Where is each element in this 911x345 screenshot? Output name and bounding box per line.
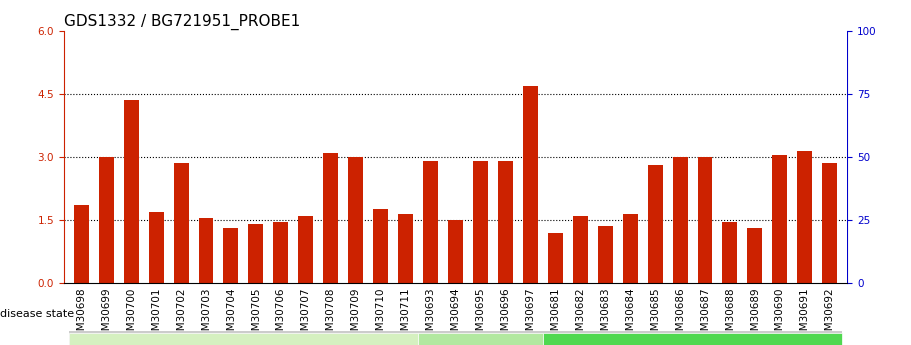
Bar xyxy=(199,218,213,283)
Text: GDS1332 / BG721951_PROBE1: GDS1332 / BG721951_PROBE1 xyxy=(64,13,300,30)
Bar xyxy=(797,151,813,283)
Point xyxy=(722,149,737,155)
Bar xyxy=(223,228,239,283)
Point xyxy=(523,73,537,79)
Point xyxy=(648,124,662,129)
Bar xyxy=(823,163,837,283)
Point xyxy=(273,149,288,155)
Point xyxy=(249,149,263,155)
Bar xyxy=(747,228,763,283)
Point xyxy=(548,154,563,160)
Text: disease state: disease state xyxy=(0,309,74,319)
Point xyxy=(698,99,712,104)
Bar xyxy=(543,333,843,345)
Point xyxy=(424,117,438,122)
Point xyxy=(823,104,837,109)
Point xyxy=(148,137,163,142)
Bar xyxy=(448,220,463,283)
Bar xyxy=(249,224,263,283)
Point xyxy=(448,154,463,160)
Point xyxy=(797,99,812,104)
Bar xyxy=(374,209,388,283)
Point xyxy=(598,167,612,172)
Bar xyxy=(298,216,313,283)
Point xyxy=(498,109,513,115)
Point xyxy=(773,96,787,102)
Point xyxy=(224,99,239,104)
Bar xyxy=(773,155,787,283)
Bar xyxy=(598,226,613,283)
Point xyxy=(323,91,338,97)
Bar xyxy=(573,216,588,283)
Bar xyxy=(323,153,338,283)
Point xyxy=(348,109,363,115)
Bar xyxy=(423,161,438,283)
Bar xyxy=(398,214,413,283)
Bar xyxy=(623,214,638,283)
Bar xyxy=(68,333,418,345)
Bar xyxy=(498,161,513,283)
Point xyxy=(398,141,413,147)
Bar xyxy=(148,211,164,283)
Point xyxy=(573,134,588,140)
Point xyxy=(99,91,114,97)
Bar xyxy=(672,157,688,283)
Point xyxy=(199,86,213,92)
Bar xyxy=(648,165,662,283)
Bar xyxy=(548,233,563,283)
Bar xyxy=(174,163,189,283)
Point xyxy=(174,139,189,145)
Bar xyxy=(523,86,537,283)
Point xyxy=(374,129,388,135)
Bar xyxy=(98,157,114,283)
Point xyxy=(623,129,638,135)
Bar xyxy=(68,331,843,345)
Bar xyxy=(473,161,488,283)
Bar xyxy=(722,222,737,283)
Bar xyxy=(74,205,88,283)
Point xyxy=(473,129,487,135)
Bar xyxy=(273,222,288,283)
Bar xyxy=(348,157,363,283)
Point xyxy=(74,109,88,115)
Point xyxy=(124,99,138,104)
Bar xyxy=(698,157,712,283)
Bar xyxy=(124,100,138,283)
Point xyxy=(299,129,313,135)
Point xyxy=(672,109,687,115)
Point xyxy=(748,167,763,172)
Bar xyxy=(418,333,543,345)
